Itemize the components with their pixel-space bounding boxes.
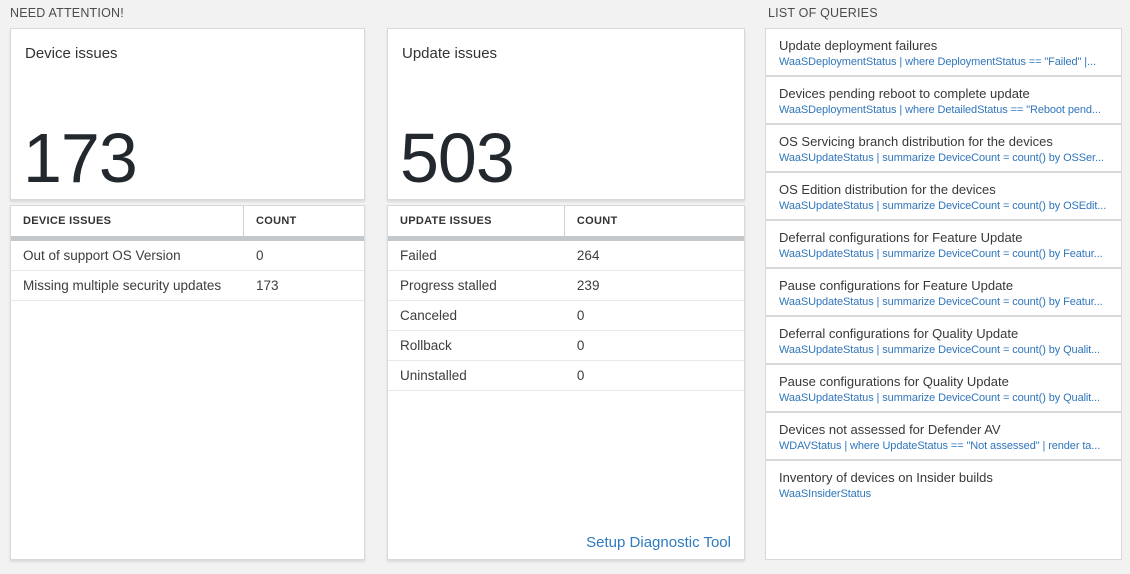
table-row[interactable]: Canceled 0 [388, 301, 744, 331]
query-title: OS Edition distribution for the devices [779, 182, 996, 197]
table-row[interactable]: Failed 264 [388, 241, 744, 271]
query-item-os-servicing-branch[interactable]: OS Servicing branch distribution for the… [765, 124, 1122, 172]
query-item-update-deployment-failures[interactable]: Update deployment failures WaaSDeploymen… [765, 28, 1122, 76]
query-title: OS Servicing branch distribution for the… [779, 134, 1053, 149]
query-text: WaaSUpdateStatus | summarize DeviceCount… [779, 200, 1107, 212]
table-row[interactable]: Rollback 0 [388, 331, 744, 361]
count-column-header: COUNT [255, 215, 297, 227]
query-title: Devices pending reboot to complete updat… [779, 86, 1030, 101]
query-item-pause-quality-update[interactable]: Pause configurations for Quality Update … [765, 364, 1122, 412]
row-label: Failed [400, 248, 437, 263]
row-value: 0 [576, 338, 585, 353]
update-issues-count: 503 [400, 119, 515, 197]
device-issues-table-header: DEVICE ISSUES COUNT [11, 206, 364, 236]
device-issues-column-header: DEVICE ISSUES [11, 206, 244, 236]
query-text: WaaSDeploymentStatus | where DetailedSta… [779, 104, 1101, 116]
query-item-insider-builds-inventory[interactable]: Inventory of devices on Insider builds W… [765, 460, 1122, 560]
device-issues-count: 173 [23, 119, 138, 197]
row-label: Canceled [400, 308, 458, 323]
query-list: Update deployment failures WaaSDeploymen… [765, 28, 1122, 560]
update-issues-tile[interactable]: Update issues 503 [387, 28, 745, 200]
query-text: WaaSInsiderStatus [779, 488, 872, 500]
table-header-divider-bar [11, 236, 364, 241]
row-value: 173 [255, 278, 279, 293]
query-text: WaaSUpdateStatus | summarize DeviceCount… [779, 248, 1103, 260]
row-label: Progress stalled [400, 278, 497, 293]
row-value: 0 [255, 248, 264, 263]
query-item-deferral-quality-update[interactable]: Deferral configurations for Quality Upda… [765, 316, 1122, 364]
query-title: Deferral configurations for Feature Upda… [779, 230, 1023, 245]
row-label: Uninstalled [400, 368, 467, 383]
query-text: WaaSUpdateStatus | summarize DeviceCount… [779, 152, 1104, 164]
query-title: Deferral configurations for Quality Upda… [779, 326, 1019, 341]
query-title: Update deployment failures [779, 38, 938, 53]
query-text: WaaSUpdateStatus | summarize DeviceCount… [779, 392, 1101, 404]
row-label: Rollback [400, 338, 452, 353]
row-value: 264 [576, 248, 600, 263]
query-title: Devices not assessed for Defender AV [779, 422, 1001, 437]
row-label: Out of support OS Version [23, 248, 181, 263]
query-item-deferral-feature-update[interactable]: Deferral configurations for Feature Upda… [765, 220, 1122, 268]
query-title: Pause configurations for Feature Update [779, 278, 1014, 293]
need-attention-section-header: NEED ATTENTION! [10, 6, 124, 20]
row-value: 0 [576, 308, 585, 323]
query-title: Pause configurations for Quality Update [779, 374, 1009, 389]
query-text: WaaSUpdateStatus | summarize DeviceCount… [779, 296, 1103, 308]
query-item-defender-av-not-assessed[interactable]: Devices not assessed for Defender AV WDA… [765, 412, 1122, 460]
device-issues-tile-title: Device issues [25, 45, 118, 62]
update-issues-table: UPDATE ISSUES COUNT Failed 264 Progress … [387, 205, 745, 560]
table-row[interactable]: Uninstalled 0 [388, 361, 744, 391]
query-text: WaaSUpdateStatus | summarize DeviceCount… [779, 344, 1101, 356]
query-item-pause-feature-update[interactable]: Pause configurations for Feature Update … [765, 268, 1122, 316]
row-label: Missing multiple security updates [23, 278, 222, 293]
query-text: WDAVStatus | where UpdateStatus == "Not … [779, 440, 1101, 452]
device-issues-tile[interactable]: Device issues 173 [10, 28, 365, 200]
row-value: 239 [576, 278, 600, 293]
table-row[interactable]: Progress stalled 239 [388, 271, 744, 301]
row-value: 0 [576, 368, 585, 383]
update-issues-table-header: UPDATE ISSUES COUNT [388, 206, 744, 236]
query-item-devices-pending-reboot[interactable]: Devices pending reboot to complete updat… [765, 76, 1122, 124]
query-text: WaaSDeploymentStatus | where DeploymentS… [779, 56, 1096, 68]
count-column-header: COUNT [576, 215, 618, 227]
query-item-os-edition-distribution[interactable]: OS Edition distribution for the devices … [765, 172, 1122, 220]
query-title: Inventory of devices on Insider builds [779, 470, 993, 485]
table-header-divider-bar [388, 236, 744, 241]
table-row[interactable]: Missing multiple security updates 173 [11, 271, 364, 301]
update-issues-tile-title: Update issues [402, 45, 498, 62]
table-row[interactable]: Out of support OS Version 0 [11, 241, 364, 271]
setup-diagnostic-tool-link[interactable]: Setup Diagnostic Tool [586, 534, 731, 551]
list-of-queries-section-header: LIST OF QUERIES [768, 6, 878, 20]
update-issues-column-header: UPDATE ISSUES [388, 206, 565, 236]
device-issues-table: DEVICE ISSUES COUNT Out of support OS Ve… [10, 205, 365, 560]
